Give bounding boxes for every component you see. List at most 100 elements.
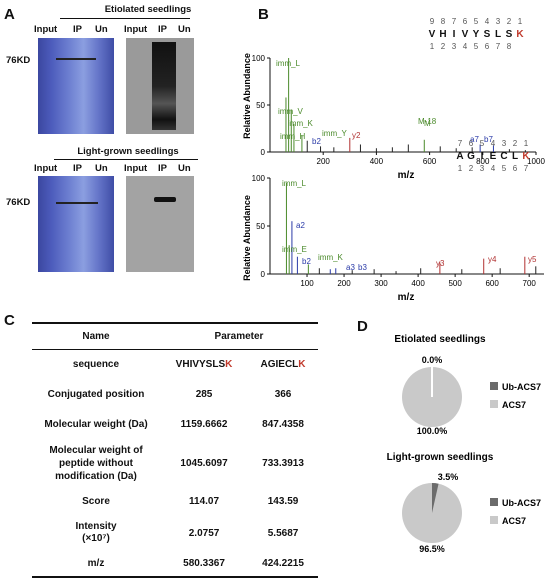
seq-bot-num: 6 <box>485 42 490 51</box>
x-tick-label: 100 <box>300 279 314 288</box>
table-row: Molecular weight (Da) 1159.6662 847.4358 <box>32 409 318 439</box>
panel-label-d: D <box>357 318 368 335</box>
light-title-a: Light-grown seedlings <box>77 146 179 157</box>
row-name: m/z <box>87 558 105 569</box>
seq-bot-num: 5 <box>502 164 507 173</box>
lane-input-1: Input <box>34 24 58 35</box>
pie2-title: Light-grown seedlings <box>387 452 494 463</box>
ann-b3: b3 <box>358 263 367 272</box>
row-value: 114.07 <box>189 495 220 507</box>
seq-bot-num: 7 <box>496 42 501 51</box>
marker-76kd-2: 76KD <box>6 197 31 208</box>
row-value: 580.3367 <box>183 558 225 569</box>
seq-top-num: 8 <box>441 17 446 26</box>
pie2-acs-label: 96.5% <box>419 544 445 554</box>
seq-bot-num: 2 <box>441 42 446 51</box>
seq-bot-num: 6 <box>513 164 518 173</box>
legend1-ub-label: Ub-ACS7 <box>502 382 541 392</box>
row-value: 1045.6097 <box>180 457 228 469</box>
seq-1-k: K <box>225 358 233 370</box>
seq-letter: V <box>429 29 436 40</box>
lane-input-3: Input <box>34 163 58 174</box>
x-tick-label: 800 <box>476 157 490 166</box>
seq-bot-num: 8 <box>507 42 512 51</box>
row-name-unit: (×10⁷) <box>82 533 110 544</box>
seq-top-num: 3 <box>502 139 507 148</box>
legend1-acs-label: ACS7 <box>502 400 526 410</box>
pie2-ub-label: 3.5% <box>438 472 459 482</box>
seq-top-num: 5 <box>480 139 485 148</box>
legend2-acs-swatch <box>490 516 498 524</box>
x-tick-label: 1000 <box>527 157 545 166</box>
ann-imm-l-2: imm_L <box>282 179 307 188</box>
row-name: Intensity <box>75 521 117 532</box>
x-tick-label: 700 <box>523 279 537 288</box>
ann-a3: a3 <box>346 263 355 272</box>
seq-top-num: 9 <box>430 17 435 26</box>
x-tick-label: 600 <box>423 157 437 166</box>
row-name: Molecular weight of peptide without modi… <box>49 444 143 482</box>
seq-bot-num: 1 <box>458 164 463 173</box>
legend2-acs-label: ACS7 <box>502 516 526 526</box>
ylabel-spec1: Relative Abundance <box>242 53 252 139</box>
seq-letter: L <box>512 151 518 162</box>
seq-letter: I <box>481 151 484 162</box>
x-tick-label: 200 <box>317 157 331 166</box>
ann-y2-1: y2 <box>352 131 361 140</box>
pie-slice-ub-acs7 <box>432 483 439 513</box>
ann-imm-e: imm_E <box>282 245 307 254</box>
seq-letter: S <box>506 29 513 40</box>
ann-a7: a7 <box>470 135 479 144</box>
pie1-ub-label: 0.0% <box>422 355 443 365</box>
western-blot-light <box>126 176 194 272</box>
seq-top-num: 4 <box>485 17 490 26</box>
lane-input-2: Input <box>124 24 148 35</box>
legend1-ub-swatch <box>490 382 498 390</box>
seq-top-num: 3 <box>496 17 501 26</box>
seq-1: VHIVYSLS <box>175 358 226 370</box>
row-value: 285 <box>195 388 213 400</box>
seq-letter: V <box>462 29 469 40</box>
seq-top-num: 2 <box>513 139 518 148</box>
ms-spectra-svg: Relative Abundance 200 400 600 800 100005010… <box>242 17 545 303</box>
seq-bot-num: 7 <box>524 164 529 173</box>
row-name: Conjugated position <box>47 388 145 400</box>
seq-bot-num: 5 <box>474 42 479 51</box>
x-tick-label: 300 <box>374 279 388 288</box>
ylabel-spec2: Relative Abundance <box>242 195 252 281</box>
seq-letter: H <box>439 29 446 40</box>
parameters-table: Name Parameter sequence VHIVYSLSK AGIECL… <box>32 322 318 578</box>
ann-imm-l-1: imm_L <box>276 59 301 68</box>
seq-letter: Y <box>473 29 480 40</box>
seq-letter: E <box>490 151 497 162</box>
seq-top-num: 7 <box>452 17 457 26</box>
seq-letter: A <box>456 151 463 162</box>
ann-imm-y: imm_Y <box>322 129 348 138</box>
row-value: 1159.6662 <box>180 418 228 430</box>
seq-letter: K <box>522 151 530 162</box>
lane-input-4: Input <box>124 163 148 174</box>
seq-2: AGIECL <box>260 358 299 370</box>
y-tick-label: 50 <box>256 222 265 231</box>
seq-letter: S <box>484 29 491 40</box>
ann-y4: y4 <box>488 255 497 264</box>
xlabel-spec1: m/z <box>398 170 415 181</box>
seq-top-num: 1 <box>524 139 529 148</box>
ann-y3: y3 <box>436 259 445 268</box>
pie1-title: Etiolated seedlings <box>394 334 486 345</box>
table-row: m/z 580.3367 424.2215 <box>32 551 318 577</box>
seq-bot-num: 2 <box>469 164 474 173</box>
lane-un-4: Un <box>178 163 191 174</box>
panel-label-a: A <box>4 6 15 23</box>
ann-b2-1: b2 <box>312 137 321 146</box>
seq-bot-num: 3 <box>480 164 485 173</box>
ann-imm-h: imm_H <box>280 132 306 141</box>
row-value: 424.2215 <box>262 558 304 569</box>
y-tick-label: 0 <box>261 148 266 157</box>
table-row: sequence VHIVYSLSK AGIECLK <box>32 349 318 379</box>
lane-ip-3: IP <box>73 163 82 174</box>
seq-letter: C <box>500 151 507 162</box>
pie1-acs-label: 100.0% <box>417 426 448 436</box>
seq-bot-num: 4 <box>463 42 468 51</box>
lane-un-2: Un <box>178 24 191 35</box>
